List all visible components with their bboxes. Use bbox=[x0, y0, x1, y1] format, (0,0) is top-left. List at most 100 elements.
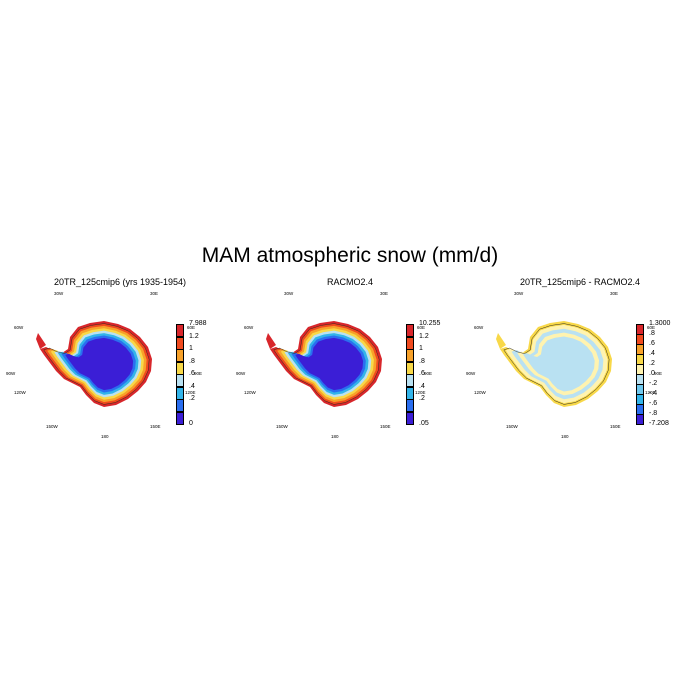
coord-label: 120W bbox=[244, 390, 256, 395]
colorbar-box bbox=[176, 374, 184, 387]
colorbar-box bbox=[176, 349, 184, 362]
coord-label: 120W bbox=[14, 390, 26, 395]
colorbar-box bbox=[406, 399, 414, 412]
colorbar-label: .4 bbox=[419, 382, 425, 390]
colorbar-box bbox=[176, 324, 184, 337]
colorbar-label: .05 bbox=[419, 420, 429, 427]
coord-label: 120E bbox=[415, 390, 426, 395]
panel-title: 20TR_125cmip6 - RACMO2.4 bbox=[519, 277, 641, 287]
coord-label: 60W bbox=[244, 325, 254, 330]
colorbar-label: .6 bbox=[419, 370, 425, 377]
colorbar-box bbox=[176, 361, 184, 375]
colorbar-box bbox=[406, 374, 414, 387]
colorbar-box bbox=[636, 364, 644, 375]
colorbar-label: 10.255 bbox=[419, 320, 441, 327]
colorbar-box bbox=[176, 386, 184, 400]
colorbar-label: .8 bbox=[419, 357, 425, 365]
colorbar-box bbox=[636, 374, 644, 385]
panel-1: 20TR_125cmip6 (yrs 1935-1954) 30W 30E 60… bbox=[4, 274, 236, 454]
colorbar-label: -.8 bbox=[649, 410, 658, 417]
colorbar: 7.988 1.2 1 .8 .6 .4 .2 0 bbox=[176, 320, 207, 427]
colorbar-label: .8 bbox=[189, 357, 195, 365]
coord-label: 150E bbox=[610, 424, 621, 429]
coastline bbox=[273, 323, 380, 405]
antarctica-map bbox=[266, 321, 382, 407]
antarctica-map bbox=[36, 321, 152, 407]
colorbar-box bbox=[406, 336, 414, 350]
colorbar-box bbox=[176, 399, 184, 412]
coord-label: 180 bbox=[561, 434, 569, 439]
colorbar-box bbox=[636, 404, 644, 415]
colorbar-label: .2 bbox=[189, 395, 195, 402]
colorbar-label: 1.3000 bbox=[649, 320, 671, 327]
coastline bbox=[503, 323, 610, 405]
colorbar-label: 7.988 bbox=[189, 320, 207, 327]
coord-label: 90W bbox=[236, 371, 246, 376]
colorbar-label: .6 bbox=[189, 370, 195, 377]
colorbar-box bbox=[406, 349, 414, 362]
colorbar-label: -.2 bbox=[649, 380, 658, 387]
colorbar-box bbox=[636, 324, 644, 335]
colorbar-box bbox=[636, 394, 644, 405]
colorbar-box bbox=[636, 334, 644, 345]
colorbar-label: 1 bbox=[189, 345, 193, 352]
colorbar-box bbox=[176, 336, 184, 350]
antarctica-map bbox=[496, 321, 612, 407]
coord-label: 90E bbox=[194, 371, 203, 376]
coord-label: 60E bbox=[647, 325, 656, 330]
coord-label: 30W bbox=[514, 291, 524, 296]
coord-label: 150W bbox=[506, 424, 518, 429]
coord-label: 90E bbox=[424, 371, 433, 376]
coord-label: 30W bbox=[284, 291, 294, 296]
panel-2: RACMO2.4 30W 30E 60W 60E 90W 90E 120W 12… bbox=[234, 274, 466, 454]
map-interior bbox=[295, 337, 364, 391]
coord-label: 30E bbox=[380, 291, 389, 296]
coord-label: 180 bbox=[101, 434, 109, 439]
coord-label: 180 bbox=[331, 434, 339, 439]
coord-label: 90E bbox=[654, 371, 663, 376]
colorbar: 10.255 1.2 1 .8 .6 .4 .2 .05 bbox=[406, 320, 440, 427]
colorbar-label: -.4 bbox=[649, 390, 658, 397]
colorbar-box bbox=[636, 354, 644, 365]
colorbar-label: 0 bbox=[189, 420, 193, 427]
colorbar-box bbox=[406, 361, 414, 375]
antarctic-peninsula bbox=[36, 333, 46, 349]
colorbar-label: 1.2 bbox=[419, 332, 429, 340]
coord-label: 90W bbox=[466, 371, 476, 376]
coord-label: 30W bbox=[54, 291, 64, 296]
colorbar-label: .4 bbox=[649, 350, 655, 357]
main-title: MAM atmospheric snow (mm/d) bbox=[201, 244, 499, 267]
coord-label: 150W bbox=[276, 424, 288, 429]
colorbar-label: .0 bbox=[649, 370, 655, 377]
coord-label: 60E bbox=[187, 325, 196, 330]
coord-label: 120W bbox=[474, 390, 486, 395]
colorbar-box bbox=[636, 384, 644, 395]
antarctic-peninsula bbox=[496, 333, 506, 349]
colorbar-box bbox=[406, 386, 414, 400]
colorbar-label: 1.2 bbox=[189, 332, 199, 340]
map-interior bbox=[523, 336, 595, 392]
colorbar-label: .6 bbox=[649, 340, 655, 347]
colorbar: 1.3000 .8 .6 .4 .2 .0 -.2 -.4 -.6 -.8 -7.208 bbox=[636, 320, 670, 427]
colorbar-label: .4 bbox=[189, 382, 195, 390]
panel-title: 20TR_125cmip6 (yrs 1935-1954) bbox=[53, 277, 187, 287]
colorbar-box bbox=[406, 411, 414, 425]
coord-label: 30E bbox=[610, 291, 619, 296]
panel-3: 20TR_125cmip6 - RACMO2.4 30W 30E 60W 60E… bbox=[464, 274, 696, 454]
colorbar-box bbox=[636, 344, 644, 355]
coord-label: 120E bbox=[645, 390, 656, 395]
colorbar-box bbox=[406, 324, 414, 337]
colorbar-label: .2 bbox=[419, 395, 425, 402]
coastline bbox=[43, 323, 150, 405]
colorbar-label: 1 bbox=[419, 345, 423, 352]
coord-label: 30E bbox=[150, 291, 159, 296]
colorbar-label: -.6 bbox=[649, 400, 658, 407]
colorbar-label: -7.208 bbox=[649, 420, 669, 427]
coord-label: 90W bbox=[6, 371, 16, 376]
map-interior bbox=[65, 337, 134, 391]
colorbar-box bbox=[176, 411, 184, 425]
colorbar-label: .8 bbox=[649, 330, 655, 337]
coord-label: 150E bbox=[150, 424, 161, 429]
panel-title: RACMO2.4 bbox=[326, 277, 373, 287]
coord-label: 60E bbox=[417, 325, 426, 330]
